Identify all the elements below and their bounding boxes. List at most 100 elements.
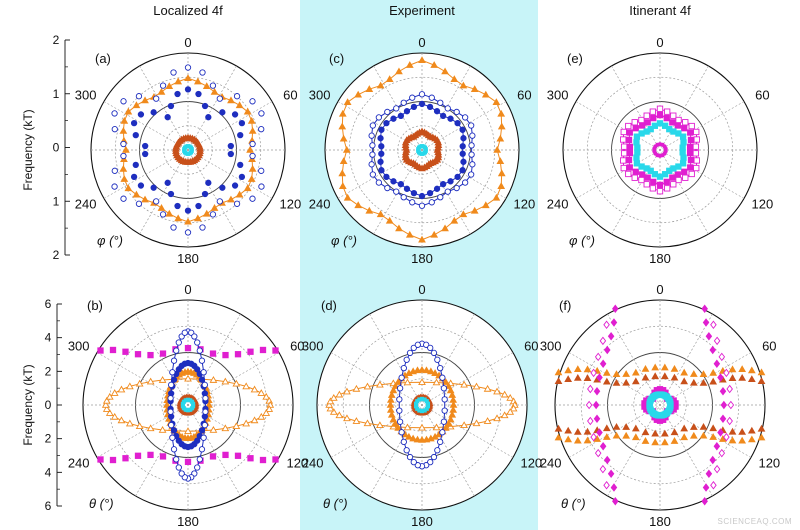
angle-label-300: 300	[547, 88, 569, 103]
data-point	[626, 143, 634, 150]
data-point	[181, 329, 188, 336]
data-point	[243, 184, 252, 192]
data-point	[258, 183, 265, 190]
data-point	[585, 400, 593, 410]
data-point	[643, 181, 650, 188]
data-point	[231, 182, 239, 189]
data-point	[369, 171, 376, 178]
data-point	[680, 377, 689, 385]
data-point	[554, 433, 563, 441]
data-point	[248, 164, 257, 172]
data-point	[437, 364, 444, 372]
data-point	[620, 143, 628, 150]
data-point	[679, 149, 686, 156]
data-point	[132, 101, 141, 109]
radial-gridline	[633, 378, 687, 432]
data-point	[573, 436, 582, 444]
angular-gridline	[139, 65, 237, 235]
data-point	[631, 433, 640, 441]
data-point	[426, 367, 435, 375]
data-point	[632, 125, 639, 132]
data-point	[418, 144, 423, 149]
data-point	[709, 368, 718, 376]
data-point	[164, 114, 171, 121]
data-point	[250, 416, 259, 424]
data-point	[390, 178, 397, 185]
data-point	[410, 103, 418, 111]
data-point	[689, 378, 698, 386]
data-point	[431, 369, 439, 376]
column-title-right: Itinerant 4f	[629, 3, 691, 18]
data-point	[159, 211, 167, 218]
data-point	[184, 207, 192, 214]
data-point	[391, 382, 400, 389]
data-point	[441, 67, 449, 75]
data-point	[738, 365, 747, 373]
data-point	[122, 348, 129, 355]
data-point	[639, 171, 646, 178]
data-point	[713, 464, 721, 474]
data-point	[141, 195, 149, 203]
data-point	[120, 116, 129, 124]
data-point	[493, 145, 502, 153]
data-point	[634, 144, 641, 151]
data-point	[651, 122, 659, 129]
data-point	[232, 422, 241, 430]
data-point	[231, 111, 239, 118]
angle-label-300: 300	[68, 339, 90, 354]
data-point	[564, 435, 573, 443]
data-point	[97, 347, 104, 354]
series-cyan-filled-square	[646, 391, 674, 419]
data-point	[111, 126, 118, 133]
data-point	[403, 356, 410, 363]
data-point	[391, 419, 400, 427]
data-point	[723, 432, 730, 442]
data-point	[596, 428, 603, 437]
data-point	[170, 224, 177, 231]
panel-label: (f)	[559, 298, 571, 313]
data-point	[400, 438, 407, 446]
data-point	[573, 373, 582, 381]
data-point	[174, 214, 183, 222]
data-point	[620, 128, 627, 136]
data-point	[583, 365, 592, 373]
data-point	[167, 395, 174, 402]
data-point	[205, 114, 212, 121]
data-point	[453, 184, 460, 192]
data-point	[124, 184, 133, 192]
data-point	[593, 387, 601, 396]
angle-label-60: 60	[524, 339, 538, 354]
data-point	[365, 85, 374, 92]
series-cyan-filled-square	[182, 144, 194, 156]
data-point	[610, 483, 618, 492]
data-point	[554, 377, 563, 384]
data-point	[238, 120, 246, 127]
data-point	[363, 382, 372, 390]
data-point	[641, 428, 650, 436]
panel-label: (a)	[95, 51, 111, 66]
data-point	[102, 396, 111, 404]
data-point	[397, 112, 405, 120]
data-point	[469, 161, 476, 168]
angle-label-0: 0	[656, 282, 663, 297]
data-point	[184, 64, 192, 71]
data-point	[433, 185, 441, 192]
data-point	[414, 341, 421, 348]
data-point	[625, 156, 633, 164]
data-point	[656, 111, 664, 119]
data-point	[216, 198, 223, 205]
data-point	[430, 230, 439, 238]
data-point	[384, 108, 391, 116]
data-point	[389, 415, 398, 423]
data-point	[393, 105, 400, 112]
data-point	[719, 414, 727, 423]
angle-label-120: 120	[280, 197, 302, 212]
data-point	[398, 429, 405, 436]
data-point	[170, 357, 178, 364]
data-point	[167, 190, 175, 198]
data-point	[594, 448, 602, 458]
data-point	[158, 376, 167, 383]
data-point	[398, 374, 405, 381]
data-point	[626, 150, 634, 157]
data-point	[757, 377, 766, 384]
